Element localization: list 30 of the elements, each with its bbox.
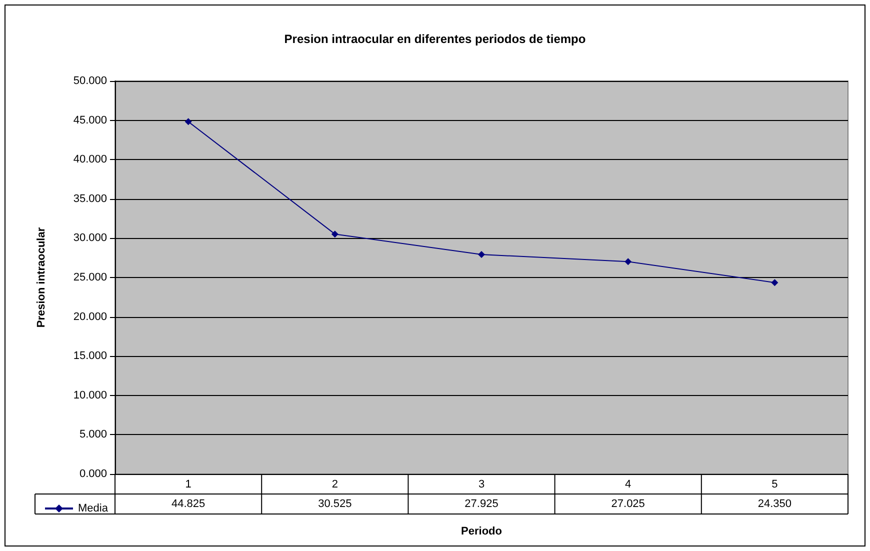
data-label: 27.925 (464, 498, 498, 510)
data-label: 27.025 (611, 498, 645, 510)
y-axis-title: Presion intraocular (36, 226, 48, 328)
x-axis-title: Periodo (461, 526, 502, 538)
y-tick-label: 10.000 (73, 389, 107, 402)
point (624, 258, 632, 266)
chart-title: Presion intraocular en diferentes periodos de tiempo (284, 32, 586, 46)
data-label: 30.525 (318, 498, 352, 510)
point (331, 230, 338, 238)
x-tick-label: 4 (625, 478, 632, 490)
y-tick-label: 25.000 (73, 272, 107, 284)
x-tick-label: 1 (185, 478, 192, 490)
y-tick-label: 50.000 (73, 75, 107, 87)
x-tick-label: 2 (332, 478, 338, 490)
x-tick-label: 5 (772, 478, 778, 490)
legend-label: Media (78, 502, 109, 514)
data-label: 44.825 (171, 498, 206, 510)
data-label: 24.350 (758, 498, 792, 510)
y-tick-label: 20.000 (73, 310, 107, 323)
point (478, 251, 485, 258)
y-tick-label: 15.000 (73, 350, 107, 362)
y-tick-label: 0.000 (79, 468, 107, 480)
point (184, 118, 192, 126)
y-tick-label: 5.000 (79, 428, 107, 441)
y-tick-label: 35.000 (73, 192, 107, 205)
point (771, 279, 778, 286)
y-tick-label: 40.000 (73, 154, 107, 166)
y-tick-label: 45.000 (73, 114, 107, 126)
y-tick-label: 30.000 (73, 232, 107, 244)
x-tick-label: 3 (478, 478, 485, 490)
